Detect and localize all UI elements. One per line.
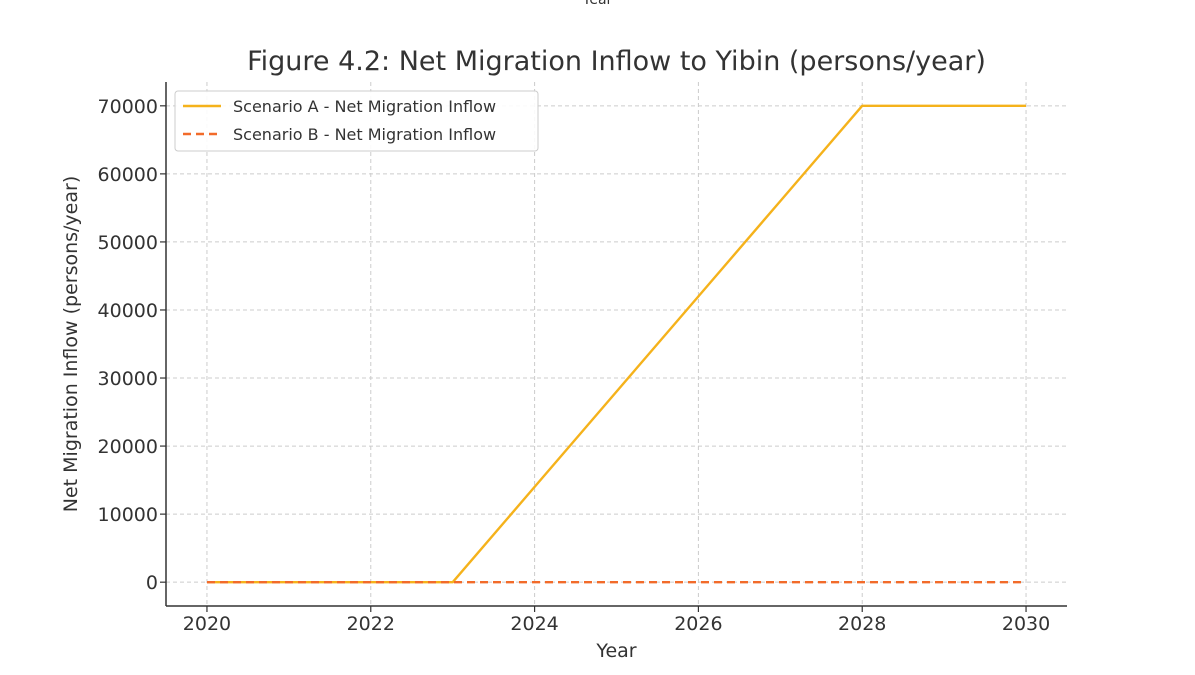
y-tick-label: 20000 xyxy=(98,436,158,458)
grid-lines xyxy=(166,82,1067,606)
cropped-top-label: Year xyxy=(582,0,613,8)
y-axis-label: Net Migration Inflow (persons/year) xyxy=(60,176,82,512)
y-tick-label: 50000 xyxy=(98,232,158,254)
axes xyxy=(165,82,1067,607)
x-tick-label: 2028 xyxy=(838,613,886,635)
legend-label: Scenario A - Net Migration Inflow xyxy=(233,97,496,116)
x-tick-label: 2020 xyxy=(183,613,231,635)
series-lines xyxy=(207,104,1026,584)
x-axis-label: Year xyxy=(595,640,636,662)
chart-title: Figure 4.2: Net Migration Inflow to Yibi… xyxy=(247,46,986,77)
x-tick-label: 2022 xyxy=(347,613,395,635)
x-tick-label: 2024 xyxy=(510,613,558,635)
y-tick-label: 70000 xyxy=(98,96,158,118)
y-tick-label: 10000 xyxy=(98,504,158,526)
legend-box xyxy=(174,90,539,152)
y-tick-label: 0 xyxy=(146,572,158,594)
x-tick-label: 2026 xyxy=(674,613,722,635)
y-tick-label: 60000 xyxy=(98,164,158,186)
y-axis-ticks: 0 10000 20000 30000 40000 50000 60000 70000 xyxy=(98,96,166,594)
x-tick-label: 2030 xyxy=(1002,613,1050,635)
x-axis-ticks: 2020 2022 2024 2026 2028 2030 xyxy=(183,606,1050,635)
legend: Scenario A - Net Migration Inflow Scenari… xyxy=(174,90,539,152)
legend-label: Scenario B - Net Migration Inflow xyxy=(233,125,496,144)
series-line-scenario-a xyxy=(207,104,1026,584)
y-tick-label: 30000 xyxy=(98,368,158,390)
y-tick-label: 40000 xyxy=(98,300,158,322)
